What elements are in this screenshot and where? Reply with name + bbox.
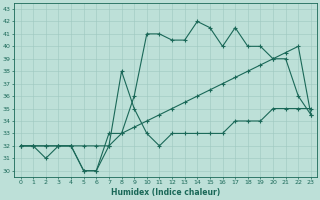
X-axis label: Humidex (Indice chaleur): Humidex (Indice chaleur) xyxy=(111,188,220,197)
